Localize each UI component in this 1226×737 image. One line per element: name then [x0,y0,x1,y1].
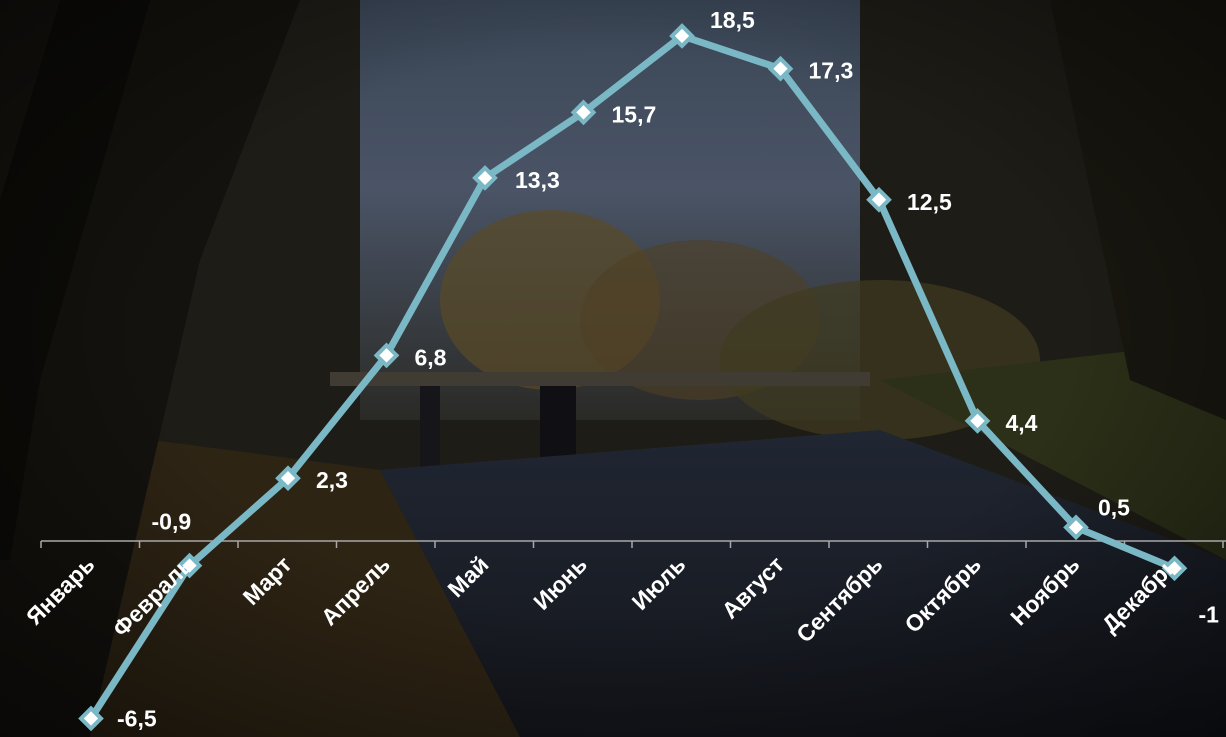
data-label: 6,8 [415,344,447,370]
series-line-layer [87,32,1178,722]
data-label: -1 [1199,601,1220,627]
data-label: -0,9 [152,509,192,535]
data-labels-layer: -6,5 -0,9 2,3 6,8 13,3 15,7 18,5 17,3 12,5 4,4 0,5… [117,7,1219,732]
data-label: 0,5 [1098,494,1130,520]
data-point-marker [1161,555,1188,582]
data-point-marker [78,705,104,732]
data-point-marker [472,165,498,191]
data-label: 12,5 [907,189,952,215]
data-label: 18,5 [710,7,755,33]
data-point-marker [373,342,400,369]
data-point-marker [1063,514,1089,541]
data-label: 2,3 [316,467,348,493]
data-label: 17,3 [809,58,854,84]
data-point-marker [275,465,301,492]
data-point-marker [176,552,203,579]
markers-layer [78,23,1188,732]
data-label: 15,7 [612,101,657,127]
data-label: -6,5 [117,705,157,731]
data-point-marker [570,99,597,126]
data-label: 4,4 [1006,410,1038,436]
data-point-marker [669,23,695,49]
data-label: 13,3 [515,167,560,193]
data-point-marker [964,408,991,434]
temperature-series-line [87,32,1178,722]
data-point-marker [866,186,892,213]
data-point-marker [767,55,794,82]
